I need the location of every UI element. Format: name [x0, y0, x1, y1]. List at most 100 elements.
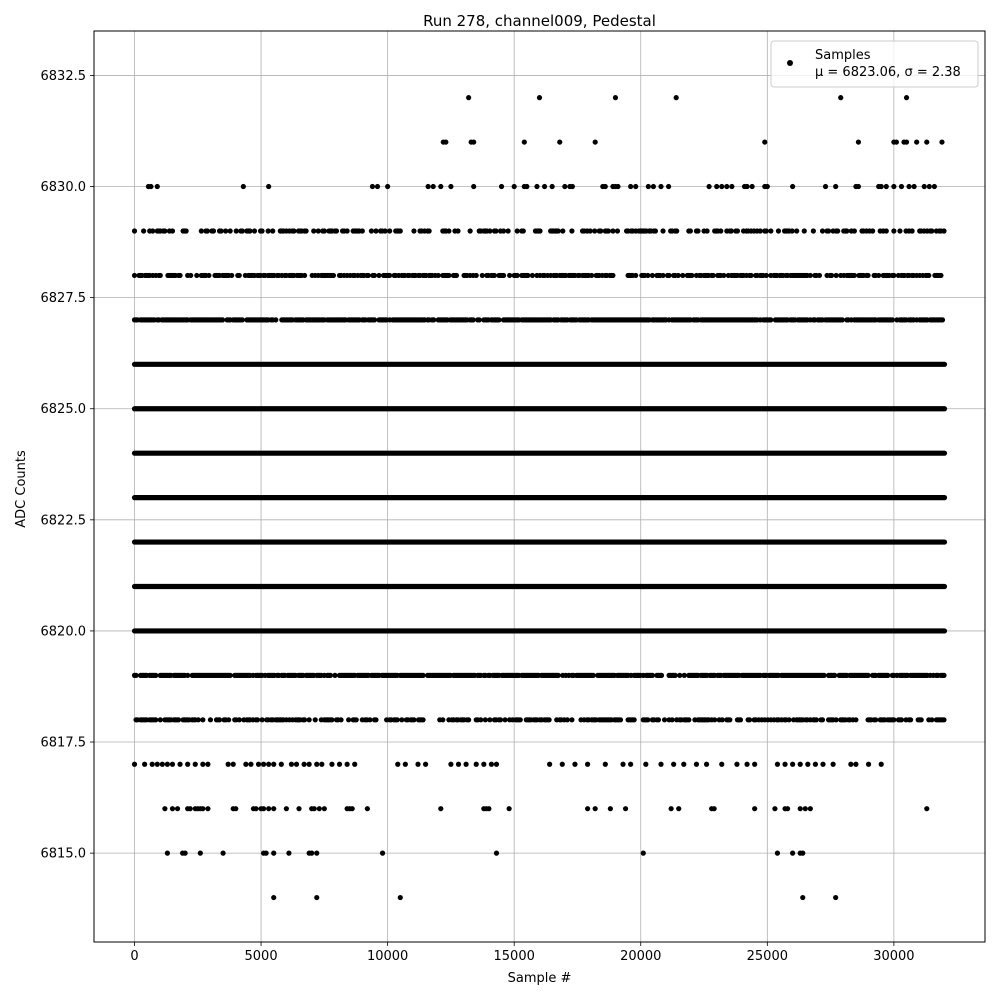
- sample-point: [853, 761, 859, 767]
- sample-point: [131, 761, 138, 767]
- sample-point: [411, 228, 417, 234]
- sample-point: [293, 761, 300, 767]
- legend-box: [770, 40, 979, 88]
- sample-point: [680, 272, 686, 279]
- sample-point: [746, 717, 753, 723]
- sample-point: [365, 272, 371, 279]
- sample-point: [448, 183, 454, 190]
- sample-point: [835, 228, 841, 234]
- sample-point: [752, 806, 758, 812]
- sample-point: [524, 183, 530, 190]
- sample-point: [560, 228, 566, 234]
- sample-point: [833, 272, 839, 279]
- sample-point: [473, 272, 479, 279]
- sample-point: [498, 183, 505, 190]
- sample-point: [924, 806, 930, 812]
- sample-point: [898, 183, 905, 190]
- sample-point: [744, 761, 750, 767]
- sample-point: [666, 272, 672, 279]
- sample-point: [669, 717, 675, 723]
- sample-point: [291, 228, 297, 234]
- sample-point: [338, 717, 344, 723]
- sample-point: [174, 806, 181, 812]
- sample-point: [230, 761, 236, 767]
- sample-point: [521, 139, 527, 145]
- y-axis-label: ADC Counts: [14, 450, 29, 528]
- sample-point: [463, 761, 469, 767]
- sample-point: [719, 761, 725, 767]
- sample-point: [373, 228, 379, 234]
- sample-point: [153, 717, 159, 723]
- sample-point: [883, 228, 889, 234]
- sample-point: [253, 806, 259, 812]
- sample-point: [833, 183, 839, 190]
- sample-point: [349, 806, 355, 812]
- sample-point: [926, 272, 932, 279]
- sample-point: [724, 183, 730, 190]
- sample-point: [855, 183, 862, 190]
- sample-point: [782, 761, 788, 767]
- sample-point: [164, 850, 171, 856]
- sample-point: [676, 806, 682, 812]
- axis-ticks: 0 5000 10000 15000 20000 25000 30000 6815.0 6817…: [41, 69, 915, 964]
- data-points: [131, 95, 948, 901]
- sample-point: [677, 672, 683, 678]
- sample-point: [148, 183, 154, 190]
- sample-point: [177, 272, 183, 279]
- sample-point: [346, 717, 352, 723]
- sample-point: [225, 761, 231, 767]
- sample-point: [162, 806, 168, 812]
- sample-point: [660, 272, 666, 279]
- sample-point: [476, 317, 482, 323]
- sample-point: [517, 717, 523, 723]
- sample-point: [592, 228, 598, 234]
- sample-point: [729, 183, 735, 190]
- sample-point: [446, 272, 452, 279]
- sample-point: [385, 183, 391, 190]
- sample-point: [855, 139, 862, 145]
- sample-point: [719, 717, 725, 723]
- sample-point: [592, 139, 598, 145]
- sample-point: [478, 717, 484, 723]
- sample-point: [555, 228, 561, 234]
- sample-point: [668, 806, 674, 812]
- sample-point: [368, 228, 375, 234]
- sample-point: [344, 228, 350, 234]
- sample-point: [271, 806, 277, 812]
- sample-point: [822, 183, 829, 190]
- sample-point: [411, 717, 417, 723]
- sample-point: [891, 228, 897, 234]
- sample-point: [941, 717, 947, 723]
- sample-point: [851, 228, 857, 234]
- sample-point: [569, 183, 576, 190]
- sample-point: [162, 228, 168, 234]
- sample-point: [302, 717, 308, 723]
- sample-point: [649, 672, 655, 678]
- sample-point: [210, 228, 217, 234]
- sample-point: [821, 672, 827, 678]
- sample-point: [805, 761, 811, 767]
- sample-point: [757, 228, 763, 234]
- sample-point: [794, 228, 800, 234]
- sample-point: [254, 717, 261, 723]
- sample-point: [939, 139, 945, 145]
- adc-level-6818: [133, 717, 947, 723]
- sample-point: [589, 272, 595, 279]
- sample-point: [649, 272, 655, 279]
- sample-point: [273, 317, 279, 323]
- sample-point: [194, 272, 200, 279]
- sample-point: [790, 761, 796, 767]
- sample-point: [333, 228, 340, 234]
- sample-point: [169, 806, 176, 812]
- sample-point: [198, 228, 204, 234]
- x-axis-label: Sample #: [508, 971, 572, 986]
- sample-point: [226, 717, 232, 723]
- sample-point: [749, 183, 755, 190]
- sample-point: [376, 272, 382, 279]
- sample-point: [714, 183, 720, 190]
- sample-point: [612, 95, 619, 101]
- sample-point: [813, 717, 820, 723]
- sample-point: [772, 806, 778, 812]
- sample-point: [764, 183, 770, 190]
- sample-point: [536, 95, 543, 101]
